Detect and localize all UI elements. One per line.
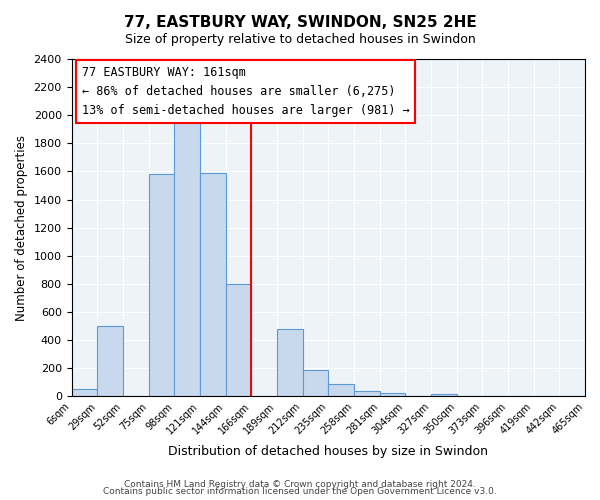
X-axis label: Distribution of detached houses by size in Swindon: Distribution of detached houses by size … [168,444,488,458]
Text: Contains public sector information licensed under the Open Government Licence v3: Contains public sector information licen… [103,488,497,496]
Bar [97,326,123,396]
Bar [302,370,328,396]
Bar [431,394,457,396]
Text: 77 EASTBURY WAY: 161sqm
← 86% of detached houses are smaller (6,275)
13% of semi: 77 EASTBURY WAY: 161sqm ← 86% of detache… [82,66,410,116]
Y-axis label: Number of detached properties: Number of detached properties [15,134,28,320]
Bar [354,392,380,396]
Bar [174,122,200,396]
Text: Contains HM Land Registry data © Crown copyright and database right 2024.: Contains HM Land Registry data © Crown c… [124,480,476,489]
Text: 77, EASTBURY WAY, SWINDON, SN25 2HE: 77, EASTBURY WAY, SWINDON, SN25 2HE [124,15,476,30]
Bar [380,393,405,396]
Bar [226,284,251,397]
Bar [71,388,97,396]
Text: Size of property relative to detached houses in Swindon: Size of property relative to detached ho… [125,32,475,46]
Bar [277,329,302,396]
Bar [149,174,174,396]
Bar [200,173,226,396]
Bar [328,384,354,396]
